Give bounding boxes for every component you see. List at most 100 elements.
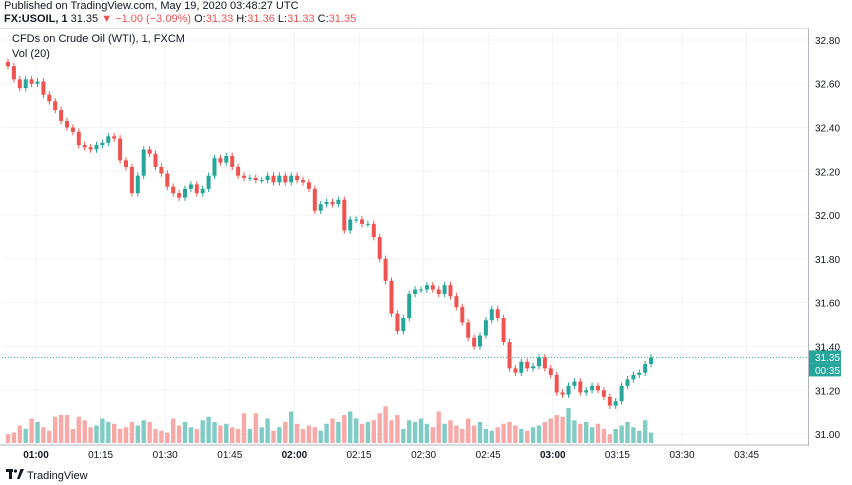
candle-body bbox=[242, 175, 246, 178]
price-tick-label: 32.00 bbox=[815, 211, 840, 222]
volume-bar bbox=[589, 427, 595, 443]
candle-body bbox=[596, 385, 600, 391]
last-price-badge bbox=[809, 350, 841, 364]
candle-body bbox=[124, 160, 128, 167]
volume-bar bbox=[253, 413, 258, 443]
time-tick-label: 03:45 bbox=[734, 450, 759, 461]
countdown-label: 00:35 bbox=[815, 366, 840, 377]
volume-bar bbox=[424, 423, 430, 443]
volume-bar bbox=[330, 418, 335, 443]
volume-bar bbox=[643, 420, 648, 443]
volume-bars bbox=[5, 406, 654, 443]
candle-body bbox=[65, 120, 69, 128]
volume-bar bbox=[53, 416, 58, 443]
candle-body bbox=[236, 166, 241, 176]
candle-body bbox=[11, 66, 16, 80]
volume-bar bbox=[117, 429, 123, 443]
volume-bar bbox=[365, 422, 371, 443]
candle-body bbox=[271, 175, 276, 183]
price-chart[interactable]: 32.80 32.60 32.40 32.20 32.00 31.80 31.60 31.40… bbox=[0, 0, 852, 466]
candle-body bbox=[23, 79, 28, 89]
volume-bar bbox=[530, 427, 536, 443]
volume-bar bbox=[29, 418, 34, 443]
volume-bar bbox=[241, 413, 247, 443]
price-tick-label: 32.40 bbox=[815, 124, 840, 135]
volume-bar bbox=[536, 425, 542, 443]
time-tick-label: 02:30 bbox=[411, 450, 436, 461]
volume-bar bbox=[300, 429, 306, 443]
volume-bar bbox=[35, 422, 40, 443]
time-tick-label: 02:15 bbox=[346, 450, 371, 461]
price-axis: 32.80 32.60 32.40 32.20 32.00 31.80 31.60 31.40… bbox=[815, 36, 840, 441]
candle-body bbox=[584, 390, 589, 393]
countdown-badge bbox=[809, 363, 841, 377]
close-value: 31.35 bbox=[328, 13, 357, 25]
candle-body bbox=[401, 318, 406, 332]
volume-bar bbox=[153, 429, 158, 443]
volume-bar bbox=[165, 432, 170, 443]
time-tick-label: 02:00 bbox=[282, 450, 308, 461]
volume-bar bbox=[625, 422, 630, 443]
time-tick-label: 01:15 bbox=[88, 450, 113, 461]
volume-bar bbox=[212, 422, 217, 443]
candle-body bbox=[277, 175, 282, 183]
candle-body bbox=[389, 280, 394, 314]
published-note: Published on TradingView.com, May 19, 20… bbox=[4, 0, 299, 12]
volume-bar bbox=[17, 425, 22, 443]
volume-bar bbox=[247, 429, 253, 443]
volume-bar bbox=[112, 423, 117, 443]
candle-body bbox=[165, 173, 170, 187]
candle-body bbox=[478, 335, 482, 347]
volume-bar bbox=[312, 427, 317, 443]
candle-body bbox=[94, 145, 99, 150]
candle-body bbox=[430, 285, 435, 290]
candle-body bbox=[525, 361, 530, 369]
volume-bar bbox=[477, 422, 483, 443]
volume-bar bbox=[230, 427, 235, 443]
volume-bar bbox=[513, 425, 518, 443]
candle-body bbox=[59, 110, 64, 121]
volume-bar bbox=[306, 425, 312, 443]
symbol-label: FX:USOIL, 1 bbox=[4, 13, 68, 25]
volume-bar bbox=[584, 422, 589, 443]
volume-bar bbox=[289, 411, 294, 443]
candle-body bbox=[513, 368, 518, 373]
candle-body bbox=[365, 223, 370, 225]
candle-body bbox=[177, 193, 182, 198]
volume-bar bbox=[401, 429, 406, 443]
candle-body bbox=[631, 374, 636, 380]
volume-bar bbox=[495, 427, 500, 443]
candle-body bbox=[548, 368, 553, 375]
volume-bar bbox=[407, 420, 412, 443]
volume-bar bbox=[47, 430, 52, 443]
volume-bar bbox=[471, 425, 477, 443]
candle-body bbox=[419, 289, 423, 291]
volume-bar bbox=[342, 415, 347, 443]
volume-bar bbox=[135, 425, 140, 443]
candle-body bbox=[537, 357, 541, 367]
high-label: H: bbox=[236, 13, 248, 25]
volume-bar bbox=[141, 420, 146, 443]
candle-body bbox=[6, 61, 10, 67]
volume-bar bbox=[265, 418, 270, 443]
candle-body bbox=[29, 79, 34, 84]
volume-bar bbox=[359, 423, 365, 443]
candle-body bbox=[318, 204, 323, 211]
volume-bar bbox=[619, 425, 624, 443]
volume-bar bbox=[58, 415, 64, 443]
candle-body bbox=[495, 309, 500, 319]
candle-body bbox=[507, 342, 512, 369]
volume-bar bbox=[348, 411, 353, 443]
chart-frame[interactable] bbox=[0, 28, 809, 446]
candle-body bbox=[601, 390, 606, 397]
candles bbox=[6, 58, 654, 409]
volume-bar bbox=[82, 420, 87, 443]
candle-body bbox=[354, 219, 359, 221]
candle-body bbox=[100, 142, 105, 146]
candle-body bbox=[253, 177, 258, 181]
volume-bar bbox=[106, 422, 111, 443]
price-tick-label: 31.60 bbox=[815, 299, 840, 310]
candle-body bbox=[472, 337, 477, 347]
volume-bar bbox=[218, 425, 223, 443]
volume-bar bbox=[489, 430, 494, 443]
